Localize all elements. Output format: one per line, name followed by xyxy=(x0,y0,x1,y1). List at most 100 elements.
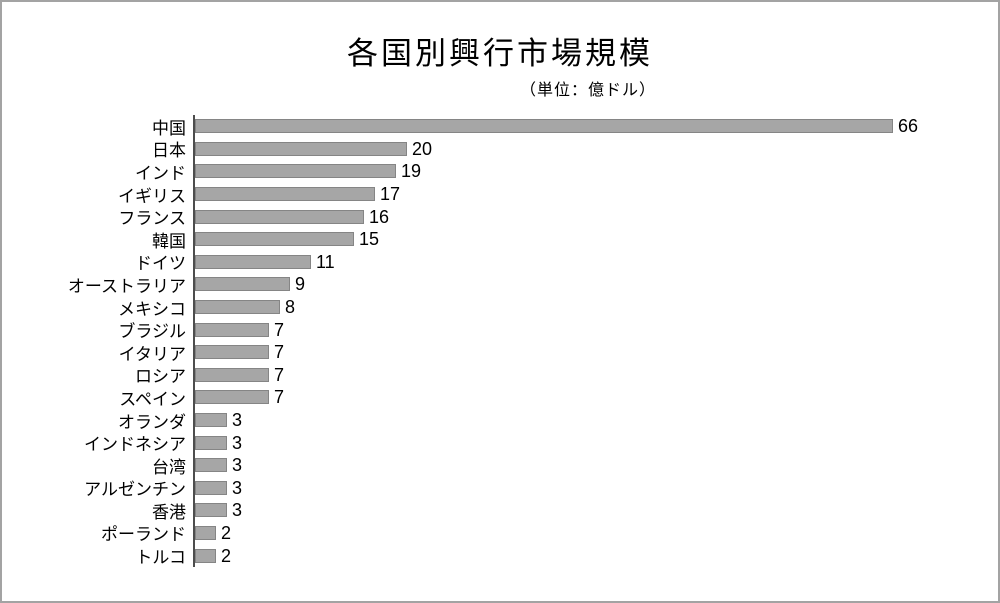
value-label: 20 xyxy=(412,138,433,159)
bar-track: 8 xyxy=(193,296,998,319)
chart-row: 韓国 15 xyxy=(2,228,998,251)
value-label: 3 xyxy=(232,455,243,476)
value-label: 7 xyxy=(274,319,285,340)
value-label: 9 xyxy=(295,274,306,295)
value-label: 17 xyxy=(380,184,401,205)
category-label: 中国 xyxy=(152,118,186,138)
bar xyxy=(195,525,216,540)
chart-unit-label: （単位：億ドル） xyxy=(520,82,657,99)
chart-row: 台湾 3 xyxy=(2,454,998,477)
category-label: 日本 xyxy=(152,141,186,161)
bar xyxy=(195,254,311,269)
value-label: 19 xyxy=(401,161,422,182)
category-label: フランス xyxy=(118,209,186,229)
chart-row: オランダ 3 xyxy=(2,409,998,432)
bar xyxy=(195,300,280,315)
bar-track: 2 xyxy=(193,522,998,545)
chart-row: オーストラリア 9 xyxy=(2,273,998,296)
category-label: メキシコ xyxy=(118,299,186,319)
chart-row: ポーランド 2 xyxy=(2,522,998,545)
bar-track: 20 xyxy=(193,138,998,161)
category-label: ブラジル xyxy=(118,322,186,342)
value-label: 8 xyxy=(285,297,296,318)
bar-track: 7 xyxy=(193,341,998,364)
value-label: 7 xyxy=(274,364,285,385)
bar-track: 66 xyxy=(193,115,998,138)
chart-row: 香港 3 xyxy=(2,499,998,522)
chart-row: フランス 16 xyxy=(2,205,998,229)
value-label: 3 xyxy=(232,410,243,431)
bar-track: 3 xyxy=(193,431,998,454)
category-label: ポーランド xyxy=(101,525,186,545)
value-label: 15 xyxy=(359,229,380,250)
value-label: 3 xyxy=(232,432,243,453)
value-label: 7 xyxy=(274,387,285,408)
bar-track: 9 xyxy=(193,273,998,296)
category-label: ドイツ xyxy=(135,254,186,274)
category-label: 香港 xyxy=(152,502,186,522)
bar-track: 2 xyxy=(193,544,998,567)
category-label: イギリス xyxy=(118,186,186,206)
category-label: オーストラリア xyxy=(67,276,186,296)
y-axis-line xyxy=(193,115,195,567)
bar xyxy=(195,390,269,405)
bar-track: 19 xyxy=(193,160,998,183)
bar-track: 3 xyxy=(193,454,998,477)
bar xyxy=(195,345,269,360)
category-label: アルゼンチン xyxy=(84,480,186,500)
bar xyxy=(195,548,216,563)
bar-track: 3 xyxy=(193,499,998,522)
bar-track: 16 xyxy=(193,205,998,228)
bar xyxy=(195,277,290,292)
value-label: 16 xyxy=(369,206,390,227)
value-label: 3 xyxy=(232,477,243,498)
bar xyxy=(195,187,375,202)
bar xyxy=(195,503,227,518)
category-label: イタリア xyxy=(118,344,186,364)
category-label: トルコ xyxy=(135,548,186,568)
chart-row: インドネシア 3 xyxy=(2,431,998,455)
chart-row: 中国 66 xyxy=(2,115,998,138)
bar xyxy=(195,119,893,134)
chart-row: イタリア 7 xyxy=(2,341,998,364)
bar-track: 7 xyxy=(193,364,998,387)
bar xyxy=(195,232,354,247)
chart-row: スペイン 7 xyxy=(2,386,998,409)
bar-track: 17 xyxy=(193,183,998,206)
chart-title: 各国別興行市場規模 xyxy=(347,36,653,71)
bar-track: 7 xyxy=(193,318,998,341)
chart-row: インド 19 xyxy=(2,160,998,183)
bar xyxy=(195,435,227,450)
category-label: スペイン xyxy=(119,389,186,409)
bar xyxy=(195,141,407,156)
chart-row: トルコ 2 xyxy=(2,544,998,568)
value-label: 2 xyxy=(221,545,232,566)
bar-chart: 中国 66 日本 20 インド 19 イギリス 17 フランス 16 韓国 15 ドイツ 11 オーストラリ… xyxy=(2,115,998,567)
bar-track: 7 xyxy=(193,386,998,409)
chart-row: 日本 20 xyxy=(2,138,998,161)
bar xyxy=(195,209,364,224)
chart-row: イギリス 17 xyxy=(2,183,998,206)
category-label: 韓国 xyxy=(152,231,186,251)
value-label: 11 xyxy=(316,251,335,272)
category-label: インド xyxy=(135,163,186,183)
value-label: 7 xyxy=(274,342,285,363)
chart-row: ロシア 7 xyxy=(2,364,998,387)
chart-row: アルゼンチン 3 xyxy=(2,477,998,500)
category-label: オランダ xyxy=(118,412,186,432)
bar-track: 11 xyxy=(193,251,998,274)
chart-row: ブラジル 7 xyxy=(2,318,998,342)
bar xyxy=(195,322,269,337)
category-label: ロシア xyxy=(135,367,186,387)
bar-track: 3 xyxy=(193,477,998,500)
bar-track: 3 xyxy=(193,409,998,432)
category-label: インドネシア xyxy=(84,435,186,455)
value-label: 66 xyxy=(898,116,919,137)
bar xyxy=(195,413,227,428)
value-label: 3 xyxy=(232,500,243,521)
category-label: 台湾 xyxy=(152,457,186,477)
bar xyxy=(195,164,396,179)
bar xyxy=(195,480,227,495)
bar xyxy=(195,367,269,382)
